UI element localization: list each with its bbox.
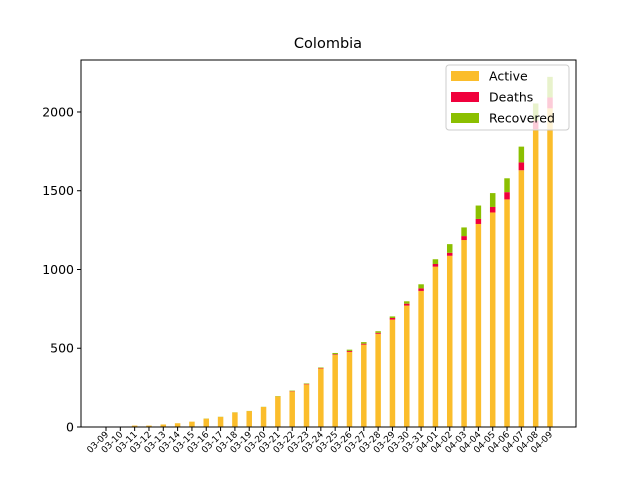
bar-segment xyxy=(361,342,367,344)
bar-segment xyxy=(432,259,439,264)
bar-segment xyxy=(461,227,467,237)
bar-segment xyxy=(504,199,510,427)
bar-segment xyxy=(146,425,152,427)
bar-segment xyxy=(375,333,381,427)
bar-segment xyxy=(203,418,210,427)
bar-segment xyxy=(446,255,453,427)
bar-segment xyxy=(160,424,167,427)
bar-segment xyxy=(518,146,525,163)
bar-segment xyxy=(532,129,539,427)
legend-label: Active xyxy=(489,69,528,84)
bar-segment xyxy=(389,316,396,319)
legend-swatch xyxy=(451,92,479,102)
bar-segment xyxy=(260,406,267,427)
bar-segment xyxy=(418,288,424,291)
plot-frame xyxy=(80,59,577,428)
bar-segment xyxy=(432,266,439,427)
bar-segment xyxy=(375,331,381,333)
bar-segment xyxy=(332,352,338,355)
bar-segment xyxy=(361,344,367,427)
bar-segment xyxy=(446,252,453,256)
bar-segment xyxy=(461,236,467,241)
chart-title: Colombia xyxy=(294,36,362,52)
bar-segment xyxy=(504,192,510,200)
bar-segment xyxy=(404,301,410,304)
bar-segment xyxy=(303,384,310,427)
bar-segment xyxy=(461,240,467,427)
bar-segment xyxy=(446,244,453,253)
bar-segment xyxy=(518,162,525,171)
bar-segment xyxy=(289,391,295,427)
y-tick-label: 500 xyxy=(50,341,74,356)
bar-segment xyxy=(489,206,496,213)
bar-segment xyxy=(489,212,496,427)
bar-segment xyxy=(489,193,496,207)
bar-segment xyxy=(475,205,482,219)
bar-segment xyxy=(389,318,396,320)
legend: Active Deaths Recovered xyxy=(445,64,570,131)
bar-segment xyxy=(547,108,553,427)
bar-segment xyxy=(346,349,353,351)
bar-segment xyxy=(332,354,338,355)
bar-segment xyxy=(475,218,482,224)
bar-segment xyxy=(418,290,424,427)
bar-segment xyxy=(475,223,482,427)
bar-segment xyxy=(361,343,367,345)
bar-segment xyxy=(246,411,252,427)
y-tick-label: 0 xyxy=(66,420,74,435)
y-tick-label: 2000 xyxy=(42,104,74,119)
bar-segment xyxy=(189,421,195,427)
bar-segment xyxy=(418,284,424,289)
bar-segment xyxy=(346,350,353,352)
y-tick-label: 1500 xyxy=(42,183,74,198)
legend-swatch xyxy=(451,113,479,123)
bar-segment xyxy=(375,332,381,334)
bar-segment xyxy=(332,354,338,427)
legend-swatch xyxy=(451,71,479,81)
bar-segment xyxy=(318,368,324,427)
bar-segment xyxy=(504,178,510,193)
bar-segment xyxy=(275,396,281,427)
bar-segment xyxy=(232,412,238,427)
bar-segment xyxy=(404,303,410,306)
bar-segment xyxy=(432,263,439,267)
bar-segment xyxy=(346,351,353,427)
bar-segment xyxy=(131,425,138,427)
bar-segment xyxy=(174,423,181,427)
bar-segment xyxy=(389,319,396,427)
legend-label: Deaths xyxy=(489,90,533,105)
bar-segment xyxy=(404,305,410,427)
legend-label: Recovered xyxy=(489,111,555,126)
y-tick-label: 1000 xyxy=(42,262,74,277)
bar-segment xyxy=(518,170,525,427)
bar-segment xyxy=(217,416,224,427)
